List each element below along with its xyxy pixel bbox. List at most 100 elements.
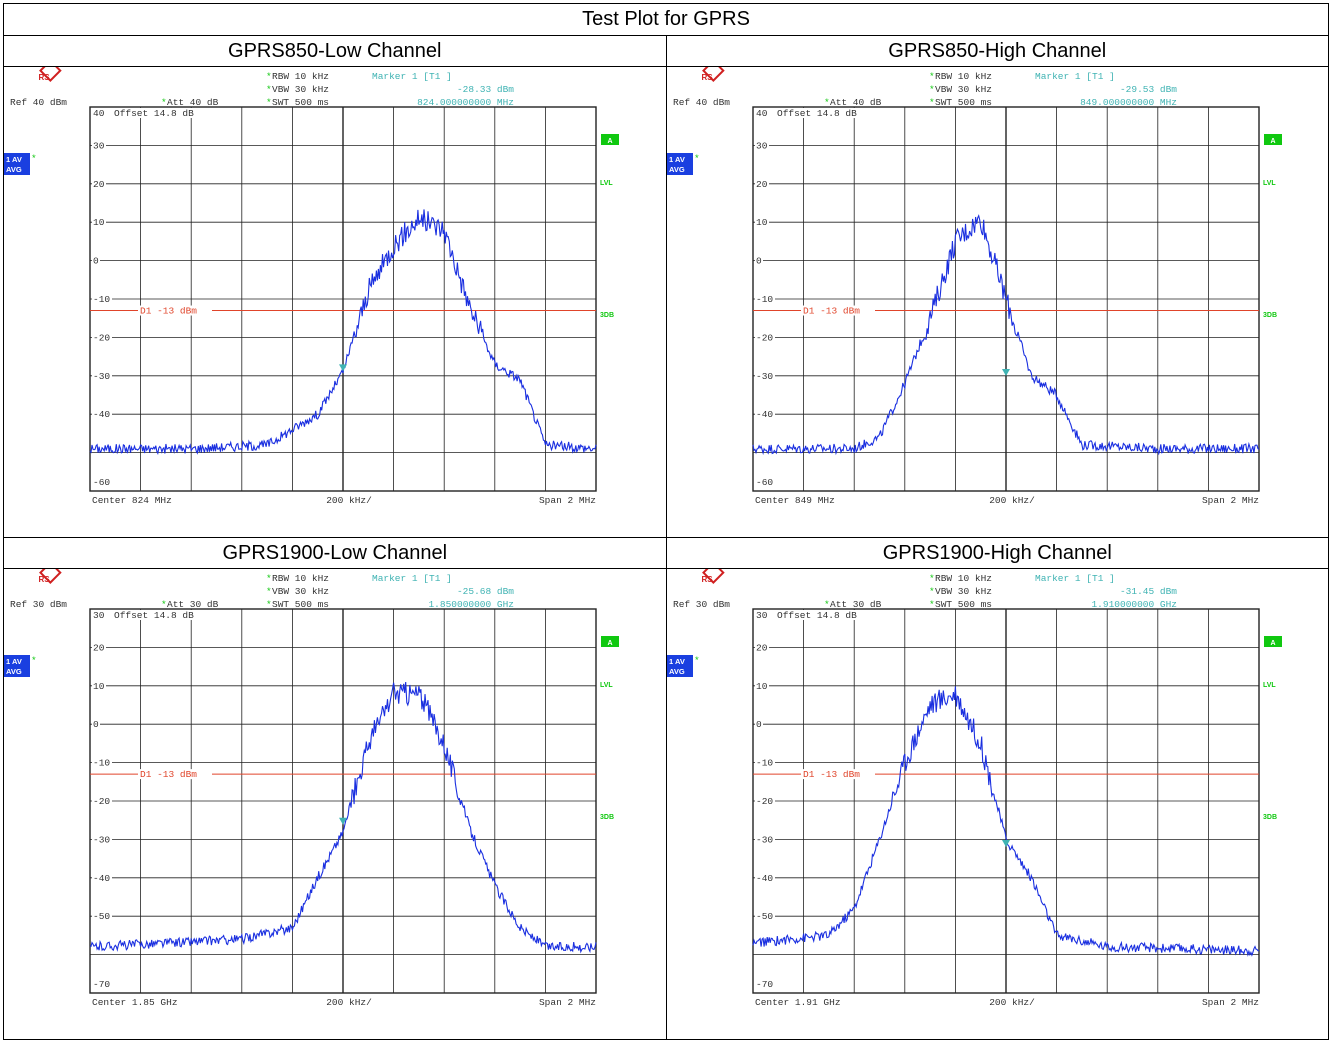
y-tick-bg (92, 140, 106, 150)
y-tick-bg (754, 872, 775, 882)
y-tick-bg (92, 178, 106, 188)
spectrum-trace (89, 209, 597, 456)
center-frequency: Center 1.85 GHz (92, 997, 178, 1008)
vbw-setting: VBW 30 kHz (272, 586, 329, 597)
marker-level: -29.53 dBm (1119, 84, 1176, 95)
limit-label-bg (138, 305, 212, 316)
y-tick-label: -30 (93, 834, 110, 845)
y-tick-bg (754, 370, 775, 380)
swt-setting: SWT 500 ms (272, 97, 329, 108)
ref-level: Ref 40 dBm (10, 97, 67, 108)
y-tick-label: -40 (756, 873, 773, 884)
marker-level: -31.45 dBm (1119, 586, 1176, 597)
vbw-setting: VBW 30 kHz (272, 84, 329, 95)
y-tick-label: 0 (756, 719, 762, 730)
limit-label-bg (800, 769, 875, 780)
y-tick-bg (754, 477, 775, 486)
span-label: Span 2 MHz (1201, 495, 1258, 506)
y-tick-label: -10 (756, 758, 773, 769)
trace-star: * (31, 153, 37, 164)
y-tick-label: -10 (756, 294, 773, 305)
offset-label: Offset 14.8 dB (777, 108, 857, 119)
rs-logo-mark: RS (38, 73, 50, 82)
y-tick-label: -60 (756, 477, 773, 488)
y-tick-bg (92, 477, 112, 486)
y-tick-bg (92, 294, 112, 303)
trace-label: 1 AV (6, 657, 22, 666)
y-tick-label: -50 (756, 911, 773, 922)
plot-cell-1900-high: RS * RBW 10 kHz * VBW 30 kHz * SWT 500 ms Marke… (665, 568, 1329, 1040)
vbw-star: * (929, 586, 935, 597)
center-frequency: Center 1.91 GHz (755, 997, 841, 1008)
badge-lvl: LVL (600, 682, 613, 689)
badge-a: A (607, 640, 612, 647)
y-tick-label: 30 (756, 140, 768, 151)
y-tick-bg (92, 719, 100, 729)
att-star: * (161, 97, 167, 108)
rs-logo-icon: RS (38, 67, 62, 82)
spectrum-plot-850-low: RS * RBW 10 kHz* VBW 30 kHz* SWT 500 msMarke… (4, 67, 619, 506)
rbw-setting: RBW 10 kHz (272, 71, 329, 82)
y-tick-label: 30 (93, 140, 105, 151)
y-tick-label: 40 (756, 108, 768, 119)
swt-star: * (929, 599, 935, 610)
rs-logo-mark: RS (701, 73, 713, 82)
marker-point (339, 817, 347, 825)
marker-level: -28.33 dBm (457, 84, 514, 95)
y-tick-label: 40 (93, 108, 105, 119)
center-frequency: Center 849 MHz (755, 495, 835, 506)
attenuation: Att 40 dB (167, 97, 219, 108)
y-tick-bg (92, 642, 106, 652)
y-tick-bg (92, 796, 112, 805)
report-title: Test Plot for GPRS (3, 3, 1329, 36)
y-tick-bg (754, 409, 775, 419)
attenuation: Att 30 dB (167, 599, 219, 610)
ref-level: Ref 30 dBm (673, 599, 730, 610)
spectrum-trace (751, 214, 1259, 456)
y-tick-label: 30 (93, 610, 105, 621)
detector-label: AVG (6, 667, 22, 676)
marker-point (1001, 839, 1010, 847)
marker-level: -25.68 dBm (457, 586, 514, 597)
rs-logo-icon: RS (701, 67, 725, 82)
vbw-setting: VBW 30 kHz (935, 84, 992, 95)
y-tick-label: 30 (756, 610, 768, 621)
panel-title-1900-low: GPRS1900-Low Channel (3, 537, 667, 569)
y-tick-label: 0 (93, 256, 99, 267)
badge-a-bg (1263, 636, 1282, 647)
y-tick-bg (754, 178, 769, 188)
trace-label: 1 AV (669, 155, 685, 164)
marker-label: Marker 1 [T1 ] (1035, 573, 1115, 584)
ref-level: Ref 40 dBm (673, 97, 730, 108)
span-label: Span 2 MHz (539, 997, 596, 1008)
y-tick-bg (754, 140, 769, 150)
center-frequency: Center 824 MHz (92, 495, 172, 506)
limit-label-bg (138, 769, 212, 780)
limit-label: D1 -13 dBm (803, 306, 860, 317)
y-tick-label: 20 (756, 179, 768, 190)
rs-logo-diamond (39, 569, 62, 584)
y-tick-bg (92, 610, 106, 619)
y-tick-bg (754, 610, 769, 619)
y-tick-bg (754, 979, 775, 988)
trace-star: * (31, 655, 37, 666)
y-tick-label: 10 (93, 681, 105, 692)
y-tick-bg (92, 332, 112, 342)
y-tick-bg (754, 834, 775, 844)
y-tick-bg (754, 332, 775, 342)
y-tick-bg (92, 757, 112, 767)
marker-label: Marker 1 [T1 ] (372, 573, 452, 584)
trace-label: 1 AV (6, 155, 22, 164)
panel-title-850-low: GPRS850-Low Channel (3, 35, 667, 67)
offset-label: Offset 14.8 dB (114, 610, 194, 621)
badge-a: A (1270, 138, 1275, 145)
y-tick-bg (754, 680, 769, 690)
badge-3db: 3DB (600, 312, 614, 319)
marker-point (339, 364, 347, 372)
plot-cell-850-high: RS * RBW 10 kHz * VBW 30 kHz * SWT 500 ms Marke… (665, 66, 1329, 538)
rs-logo-mark: RS (701, 575, 713, 584)
marker-frequency: 824.000000000 MHz (417, 97, 514, 108)
y-tick-label: -20 (93, 332, 110, 343)
swt-star: * (929, 97, 935, 108)
y-tick-label: 10 (756, 217, 768, 228)
